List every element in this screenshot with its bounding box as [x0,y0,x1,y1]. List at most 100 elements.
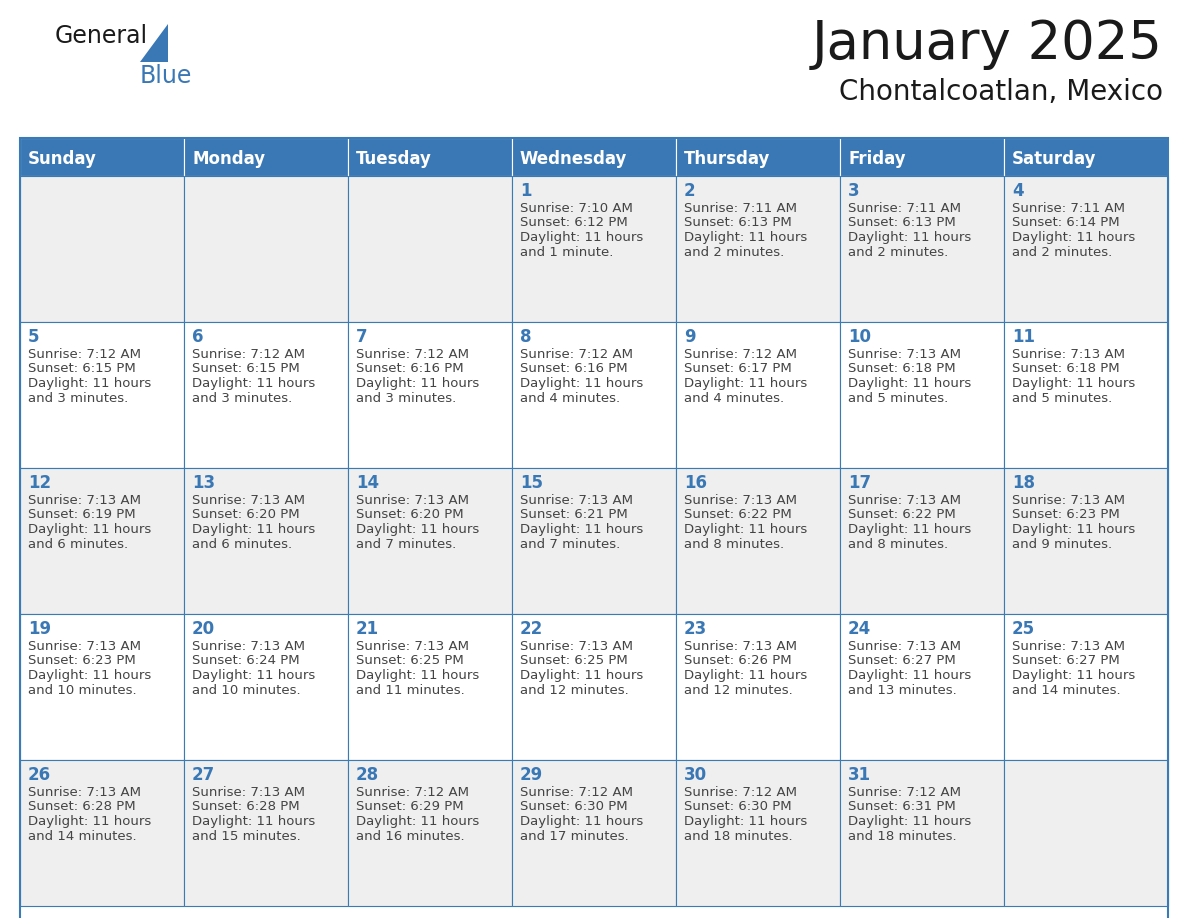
Bar [512,614,676,760]
Text: 22: 22 [520,620,543,638]
Text: Sunset: 6:15 PM: Sunset: 6:15 PM [192,363,299,375]
Bar [348,138,512,176]
Text: 24: 24 [848,620,871,638]
Text: 23: 23 [684,620,707,638]
Text: 5: 5 [29,328,39,346]
Text: Sunrise: 7:13 AM: Sunrise: 7:13 AM [29,494,141,507]
Bar [676,468,840,614]
Text: Sunset: 6:18 PM: Sunset: 6:18 PM [1012,363,1119,375]
Text: Daylight: 11 hours: Daylight: 11 hours [848,231,972,244]
Bar [512,176,676,322]
Bar [512,468,676,614]
Bar [676,138,840,176]
Text: 7: 7 [356,328,367,346]
Text: 21: 21 [356,620,379,638]
Text: Daylight: 11 hours: Daylight: 11 hours [684,231,808,244]
Bar [348,322,512,468]
Text: Daylight: 11 hours: Daylight: 11 hours [356,815,479,828]
Text: Sunrise: 7:13 AM: Sunrise: 7:13 AM [848,494,961,507]
Bar [840,138,1004,176]
Text: Blue: Blue [140,64,192,88]
Text: Sunrise: 7:12 AM: Sunrise: 7:12 AM [192,348,305,361]
Text: Sunset: 6:24 PM: Sunset: 6:24 PM [192,655,299,667]
Text: 20: 20 [192,620,215,638]
Text: Sunrise: 7:13 AM: Sunrise: 7:13 AM [192,640,305,653]
Text: Sunset: 6:23 PM: Sunset: 6:23 PM [1012,509,1120,521]
Text: and 13 minutes.: and 13 minutes. [848,684,956,697]
Text: 17: 17 [848,474,871,492]
Text: Daylight: 11 hours: Daylight: 11 hours [1012,377,1136,390]
Text: Sunrise: 7:13 AM: Sunrise: 7:13 AM [1012,640,1125,653]
Text: 19: 19 [29,620,51,638]
Text: Daylight: 11 hours: Daylight: 11 hours [192,815,315,828]
Text: 1: 1 [520,182,531,200]
Text: 6: 6 [192,328,203,346]
Text: 10: 10 [848,328,871,346]
Text: 12: 12 [29,474,51,492]
Text: Chontalcoatlan, Mexico: Chontalcoatlan, Mexico [839,78,1163,106]
Text: 27: 27 [192,766,215,784]
Bar [676,760,840,906]
Bar [676,614,840,760]
Text: Daylight: 11 hours: Daylight: 11 hours [192,523,315,536]
Text: and 14 minutes.: and 14 minutes. [1012,684,1120,697]
Text: Daylight: 11 hours: Daylight: 11 hours [684,815,808,828]
Bar [184,760,348,906]
Text: and 15 minutes.: and 15 minutes. [192,830,301,843]
Text: and 7 minutes.: and 7 minutes. [520,538,620,551]
Text: Sunrise: 7:12 AM: Sunrise: 7:12 AM [356,786,469,799]
Text: Daylight: 11 hours: Daylight: 11 hours [520,231,643,244]
Bar [1004,138,1168,176]
Bar [184,176,348,322]
Text: and 2 minutes.: and 2 minutes. [848,245,948,259]
Bar [20,138,1168,918]
Bar [20,322,184,468]
Text: Sunrise: 7:13 AM: Sunrise: 7:13 AM [520,640,633,653]
Text: Sunset: 6:15 PM: Sunset: 6:15 PM [29,363,135,375]
Text: Sunrise: 7:12 AM: Sunrise: 7:12 AM [520,786,633,799]
Bar [840,322,1004,468]
Text: and 10 minutes.: and 10 minutes. [192,684,301,697]
Text: Sunset: 6:22 PM: Sunset: 6:22 PM [848,509,956,521]
Text: 14: 14 [356,474,379,492]
Text: Sunrise: 7:13 AM: Sunrise: 7:13 AM [684,494,797,507]
Text: Sunset: 6:13 PM: Sunset: 6:13 PM [848,217,956,230]
Text: and 9 minutes.: and 9 minutes. [1012,538,1112,551]
Bar [1004,176,1168,322]
Text: Friday: Friday [848,150,905,168]
Text: Sunset: 6:28 PM: Sunset: 6:28 PM [29,800,135,813]
Bar [512,138,676,176]
Text: 13: 13 [192,474,215,492]
Text: Sunrise: 7:13 AM: Sunrise: 7:13 AM [1012,348,1125,361]
Text: Sunrise: 7:13 AM: Sunrise: 7:13 AM [356,640,469,653]
Text: Sunrise: 7:13 AM: Sunrise: 7:13 AM [848,348,961,361]
Bar [840,176,1004,322]
Bar [676,322,840,468]
Text: 2: 2 [684,182,696,200]
Text: Sunday: Sunday [29,150,97,168]
Text: and 18 minutes.: and 18 minutes. [684,830,792,843]
Text: Sunset: 6:29 PM: Sunset: 6:29 PM [356,800,463,813]
Text: and 17 minutes.: and 17 minutes. [520,830,628,843]
Text: Thursday: Thursday [684,150,770,168]
Text: and 8 minutes.: and 8 minutes. [848,538,948,551]
Text: 16: 16 [684,474,707,492]
Text: Sunset: 6:23 PM: Sunset: 6:23 PM [29,655,135,667]
Text: and 4 minutes.: and 4 minutes. [684,391,784,405]
Text: Sunrise: 7:12 AM: Sunrise: 7:12 AM [29,348,141,361]
Text: 8: 8 [520,328,531,346]
Bar [184,138,348,176]
Bar [20,468,184,614]
Text: Sunset: 6:27 PM: Sunset: 6:27 PM [848,655,956,667]
Text: and 2 minutes.: and 2 minutes. [1012,245,1112,259]
Text: 31: 31 [848,766,871,784]
Bar [512,322,676,468]
Text: Daylight: 11 hours: Daylight: 11 hours [684,669,808,682]
Text: Monday: Monday [192,150,265,168]
Text: Daylight: 11 hours: Daylight: 11 hours [356,669,479,682]
Text: Sunrise: 7:13 AM: Sunrise: 7:13 AM [684,640,797,653]
Text: Daylight: 11 hours: Daylight: 11 hours [356,523,479,536]
Text: 25: 25 [1012,620,1035,638]
Text: Daylight: 11 hours: Daylight: 11 hours [29,523,151,536]
Text: and 3 minutes.: and 3 minutes. [356,391,456,405]
